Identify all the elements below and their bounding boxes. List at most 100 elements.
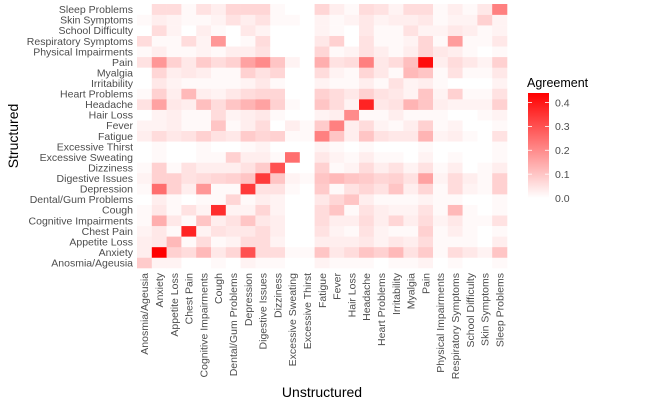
heatmap-cell xyxy=(492,46,508,58)
heatmap-cell xyxy=(477,46,493,58)
heatmap-cell xyxy=(462,25,478,36)
heatmap-cell xyxy=(492,56,508,68)
x-tick-label: Dizziness xyxy=(272,273,284,318)
x-tick-label: Cough xyxy=(213,273,225,304)
heatmap-cell xyxy=(359,246,375,258)
heatmap-cell xyxy=(225,225,241,237)
heatmap-cell xyxy=(388,14,404,26)
heatmap-cell xyxy=(447,183,463,195)
heatmap-cell xyxy=(211,172,227,184)
heatmap-cell xyxy=(462,204,478,216)
heatmap-cell xyxy=(255,4,271,15)
heatmap-cell xyxy=(329,56,345,68)
heatmap-cell xyxy=(299,77,315,89)
heatmap-cell xyxy=(314,99,330,110)
heatmap-cell xyxy=(477,162,493,174)
heatmap-cell xyxy=(373,99,389,110)
heatmap-cell xyxy=(418,204,434,216)
x-tick-label: Anosmia/Ageusia xyxy=(139,273,151,355)
y-tick-label: Dizziness xyxy=(88,162,133,174)
heatmap-cell xyxy=(388,215,404,227)
heatmap-cell xyxy=(403,183,419,195)
heatmap-cell xyxy=(181,151,197,163)
heatmap-cell xyxy=(255,246,271,258)
y-tick-label: Dental/Gum Problems xyxy=(30,194,133,206)
heatmap-cell xyxy=(151,46,167,58)
heatmap-cell xyxy=(270,215,286,227)
heatmap-cell xyxy=(255,141,271,153)
heatmap-cell xyxy=(181,14,197,26)
heatmap-cell xyxy=(433,25,449,36)
heatmap-cell xyxy=(299,109,315,121)
heatmap-cell xyxy=(418,67,434,79)
x-tick-label: Myalgia xyxy=(406,273,418,309)
heatmap-cell xyxy=(181,257,197,269)
heatmap-cell xyxy=(285,120,301,132)
heatmap-cell xyxy=(447,46,463,58)
x-axis-title: Unstructured xyxy=(282,384,362,400)
heatmap-cell xyxy=(240,215,256,227)
heatmap-cell xyxy=(314,46,330,58)
heatmap-cell xyxy=(359,109,375,121)
heatmap-cell xyxy=(344,141,360,153)
heatmap-cell xyxy=(462,4,478,15)
heatmap-cell xyxy=(314,236,330,248)
heatmap-cell xyxy=(388,77,404,89)
heatmap-cell xyxy=(299,46,315,58)
heatmap-cell xyxy=(181,35,197,47)
heatmap-cell xyxy=(418,56,434,68)
heatmap-cell xyxy=(373,172,389,184)
heatmap-cell xyxy=(492,67,508,79)
heatmap-cell xyxy=(477,25,493,36)
heatmap-cell xyxy=(344,109,360,121)
heatmap-cell xyxy=(240,151,256,163)
heatmap-cell xyxy=(285,215,301,227)
heatmap-cell xyxy=(255,183,271,195)
heatmap-cell xyxy=(196,204,212,216)
heatmap-cell xyxy=(299,67,315,79)
heatmap-cell xyxy=(270,109,286,121)
heatmap-cell xyxy=(388,99,404,110)
heatmap-cell xyxy=(166,141,182,153)
heatmap-cell xyxy=(329,109,345,121)
heatmap-cell xyxy=(285,25,301,36)
heatmap-cell xyxy=(314,77,330,89)
heatmap-cell xyxy=(447,215,463,227)
heatmap-cell xyxy=(181,99,197,110)
heatmap-cell xyxy=(181,204,197,216)
heatmap-cell xyxy=(285,204,301,216)
heatmap-cell xyxy=(285,257,301,269)
heatmap-cell xyxy=(225,194,241,205)
heatmap-cell xyxy=(314,14,330,26)
heatmap-cell xyxy=(240,120,256,132)
heatmap-cell xyxy=(477,99,493,110)
heatmap-cell xyxy=(359,130,375,142)
y-tick-label: Anosmia/Ageusia xyxy=(51,258,133,270)
heatmap-cell xyxy=(299,4,315,15)
heatmap-cell xyxy=(285,225,301,237)
x-tick-label: School Difficulty xyxy=(465,272,477,347)
heatmap-cell xyxy=(388,56,404,68)
heatmap-cell xyxy=(433,246,449,258)
heatmap-cell xyxy=(462,183,478,195)
heatmap-cell xyxy=(196,172,212,184)
heatmap-cell xyxy=(359,172,375,184)
heatmap-cell xyxy=(166,25,182,36)
heatmap-cell xyxy=(211,109,227,121)
heatmap-cell xyxy=(447,56,463,68)
heatmap-cell xyxy=(477,4,493,15)
heatmap-cell xyxy=(344,56,360,68)
heatmap-cell xyxy=(225,120,241,132)
heatmap-cell xyxy=(166,215,182,227)
heatmap-cell xyxy=(196,162,212,174)
heatmap-cell xyxy=(151,162,167,174)
heatmap-cell xyxy=(299,204,315,216)
heatmap-cell xyxy=(211,257,227,269)
heatmap-cell xyxy=(359,141,375,153)
heatmap-cell xyxy=(196,183,212,195)
heatmap-cell xyxy=(359,67,375,79)
heatmap-cell xyxy=(329,151,345,163)
heatmap-cell xyxy=(299,99,315,110)
heatmap-cell xyxy=(359,88,375,100)
heatmap-cell xyxy=(181,246,197,258)
